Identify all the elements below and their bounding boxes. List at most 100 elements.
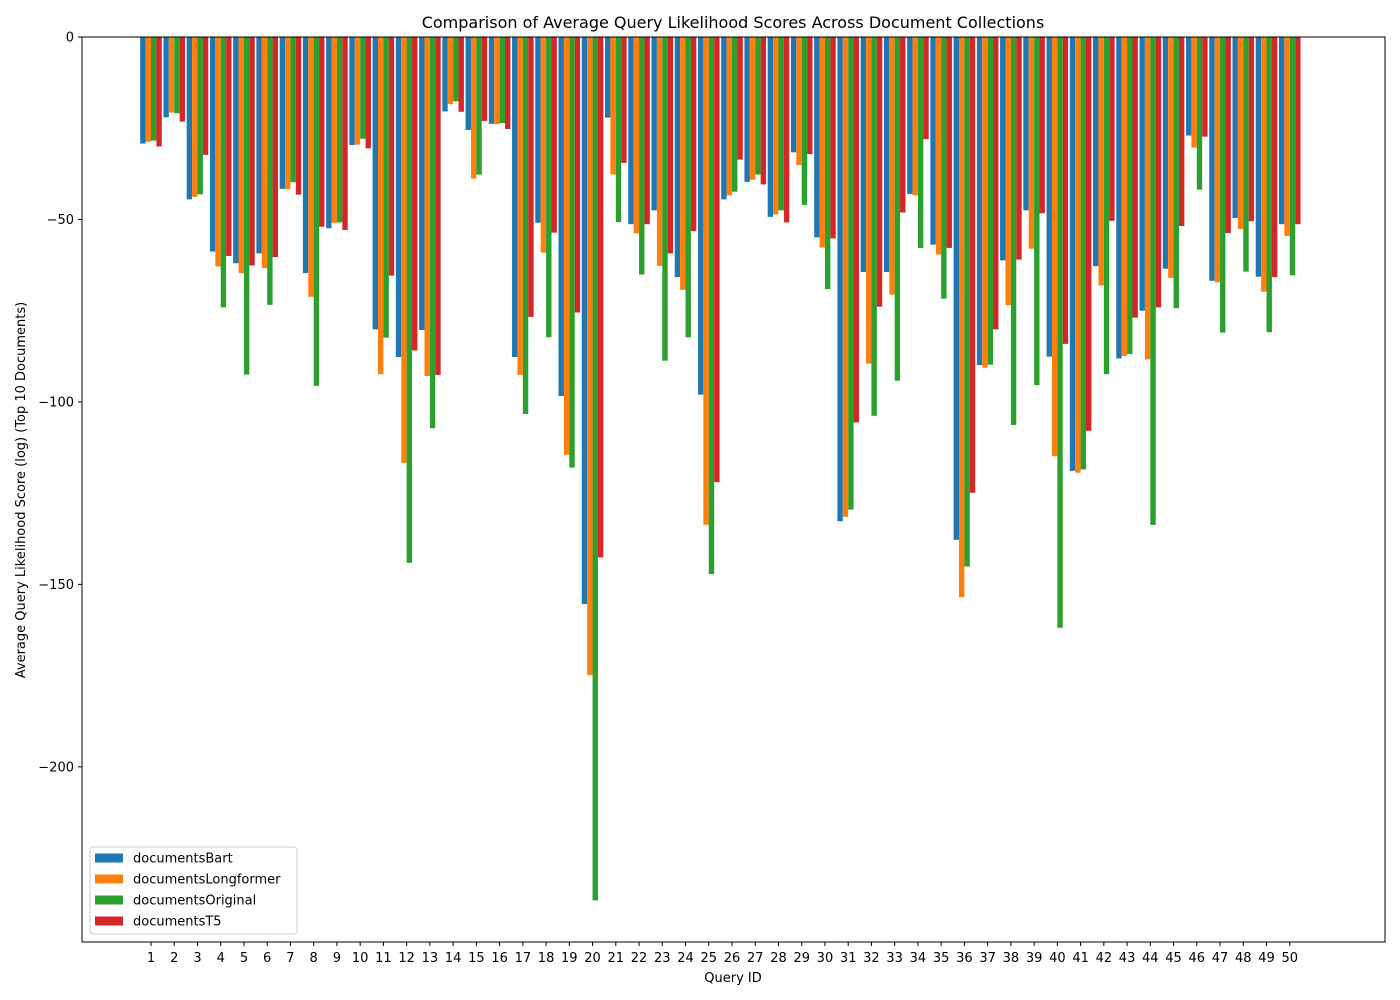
- x-tick-label: 13: [422, 951, 439, 966]
- bar-documentsLongformer-q2: [168, 37, 175, 113]
- x-tick-label: 39: [1026, 951, 1043, 966]
- bar-documentsOriginal-q40: [1057, 37, 1063, 628]
- bar-documentsBart-q22: [628, 37, 634, 225]
- x-tick-label: 9: [333, 951, 341, 966]
- bar-documentsOriginal-q23: [662, 37, 668, 361]
- x-tick-label: 25: [700, 951, 717, 966]
- bar-documentsBart-q48: [1232, 37, 1238, 218]
- y-tick-label: −150: [38, 578, 74, 593]
- bar-documentsBart-q39: [1023, 37, 1029, 211]
- bar-documentsT5-q47: [1225, 37, 1231, 233]
- bar-documentsOriginal-q32: [871, 37, 877, 416]
- legend: documentsBart documentsLongformer document…: [89, 846, 298, 935]
- bar-documentsLongformer-q7: [285, 37, 291, 190]
- bar-documentsLongformer-q12: [401, 37, 407, 463]
- bar-documentsT5-q27: [760, 37, 767, 185]
- bar-documentsLongformer-q35: [935, 37, 942, 255]
- bar-documentsBart-q37: [976, 37, 983, 366]
- bar-documentsBart-q10: [349, 37, 355, 146]
- bar-documentsLongformer-q1: [145, 37, 151, 142]
- x-tick-label: 22: [631, 951, 648, 966]
- bar-documentsBart-q49: [1255, 37, 1262, 277]
- bar-documentsLongformer-q31: [842, 37, 849, 517]
- x-tick-label: 37: [979, 951, 996, 966]
- x-tick-label: 27: [747, 951, 764, 966]
- x-tick-label: 8: [310, 951, 318, 966]
- bar-documentsBart-q3: [186, 37, 193, 200]
- bar-documentsLongformer-q42: [1098, 37, 1104, 286]
- bar-documentsLongformer-q18: [540, 37, 547, 253]
- bar-documentsOriginal-q44: [1150, 37, 1156, 525]
- bar-documentsLongformer-q34: [912, 37, 918, 196]
- bar-documentsOriginal-q45: [1173, 37, 1179, 309]
- legend-label: documentsBart: [133, 852, 233, 867]
- bar-documentsLongformer-q32: [866, 37, 872, 364]
- bar-documentsLongformer-q13: [424, 37, 430, 377]
- bar-documentsT5-q18: [551, 37, 557, 233]
- bar-documentsLongformer-q21: [610, 37, 616, 175]
- bar-documentsT5-q49: [1271, 37, 1278, 278]
- bar-documentsT5-q14: [458, 37, 464, 112]
- bar-documentsOriginal-q26: [732, 37, 738, 192]
- bar-documentsLongformer-q23: [656, 37, 663, 266]
- bar-documentsOriginal-q21: [615, 37, 622, 223]
- y-tick-label: 0: [66, 31, 74, 46]
- bar-documentsT5-q20: [597, 37, 604, 558]
- bar-documentsBart-q44: [1139, 37, 1145, 311]
- bar-documentsOriginal-q41: [1080, 37, 1086, 470]
- bar-documentsOriginal-q6: [267, 37, 273, 305]
- bar-documentsLongformer-q27: [749, 37, 756, 180]
- y-axis: 0 −50 −100 −150 −200: [38, 31, 82, 775]
- x-tick-label: 7: [286, 951, 294, 966]
- bar-documentsT5-q23: [667, 37, 674, 254]
- bar-documentsOriginal-q48: [1243, 37, 1249, 272]
- bar-documentsOriginal-q39: [1034, 37, 1040, 386]
- bar-documentsOriginal-q46: [1196, 37, 1203, 190]
- bar-documentsT5-q46: [1202, 37, 1208, 137]
- bar-documentsBart-q43: [1116, 37, 1122, 359]
- bar-documentsBart-q11: [372, 37, 378, 330]
- legend-label: documentsT5: [133, 915, 222, 930]
- bar-documentsOriginal-q34: [917, 37, 924, 248]
- bar-documentsLongformer-q10: [354, 37, 361, 145]
- bar-documentsBart-q45: [1162, 37, 1169, 269]
- x-tick-label: 21: [608, 951, 625, 966]
- bar-documentsBart-q18: [535, 37, 541, 223]
- x-tick-label: 28: [770, 951, 787, 966]
- bar-documentsT5-q21: [621, 37, 627, 163]
- bar-documentsBart-q20: [581, 37, 588, 605]
- bar-documentsLongformer-q43: [1121, 37, 1128, 356]
- bar-documentsOriginal-q19: [569, 37, 575, 468]
- bar-documentsT5-q33: [900, 37, 906, 213]
- bar-documentsT5-q2: [179, 37, 186, 122]
- bar-documentsOriginal-q14: [453, 37, 459, 102]
- bar-documentsOriginal-q15: [476, 37, 482, 175]
- bar-documentsBart-q28: [767, 37, 774, 217]
- bar-documentsBart-q40: [1046, 37, 1052, 357]
- bar-documentsBart-q19: [558, 37, 564, 397]
- bar-documentsLongformer-q26: [726, 37, 732, 196]
- bar-documentsT5-q1: [156, 37, 162, 147]
- bar-documentsT5-q29: [807, 37, 813, 155]
- bar-documentsBart-q14: [442, 37, 448, 112]
- bar-documentsT5-q7: [295, 37, 302, 195]
- bar-documentsT5-q9: [342, 37, 348, 231]
- bar-documentsOriginal-q2: [174, 37, 180, 114]
- x-tick-label: 45: [1165, 951, 1182, 966]
- bar-documentsBart-q46: [1186, 37, 1192, 136]
- bar-documentsBart-q21: [605, 37, 611, 118]
- bar-documentsBart-q7: [279, 37, 286, 189]
- bar-documentsOriginal-q25: [708, 37, 715, 575]
- bar-documentsLongformer-q4: [215, 37, 221, 267]
- bar-documentsT5-q25: [714, 37, 720, 483]
- bar-documentsT5-q17: [528, 37, 534, 317]
- bar-documentsT5-q36: [969, 37, 976, 493]
- bar-documentsLongformer-q44: [1144, 37, 1151, 360]
- bar-documentsBart-q33: [883, 37, 890, 273]
- bar-documentsOriginal-q18: [546, 37, 552, 338]
- x-tick-label: 38: [1003, 951, 1020, 966]
- bar-documentsT5-q26: [737, 37, 743, 160]
- bar-documentsBart-q1: [140, 37, 146, 144]
- bar-documentsT5-q43: [1132, 37, 1138, 318]
